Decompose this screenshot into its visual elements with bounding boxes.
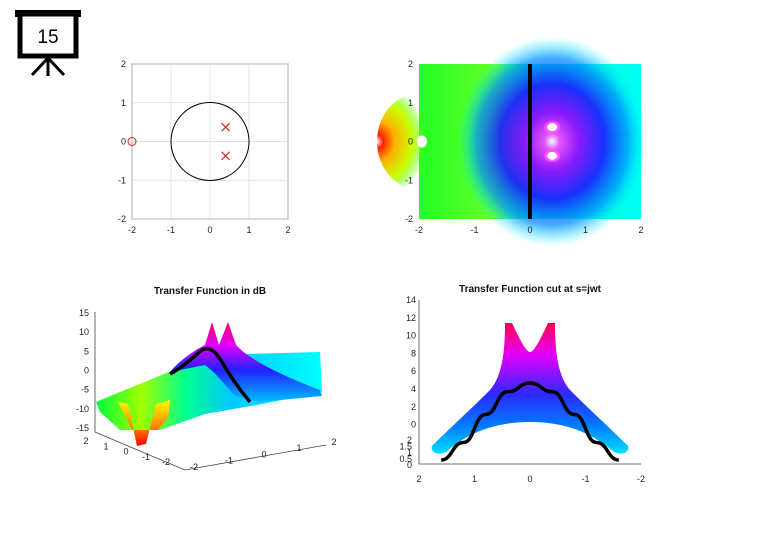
y-tick-label: 4 xyxy=(411,384,416,394)
x-tick-label: 1 xyxy=(583,225,588,235)
pole-field xyxy=(457,36,648,247)
x-tick-label: -2 xyxy=(637,474,645,484)
x-tick-label: 1 xyxy=(246,225,251,235)
z-tick-label: 0 xyxy=(84,366,89,376)
y-tick-label: 2 xyxy=(408,59,413,69)
x-tick-label: 0 xyxy=(261,449,266,459)
z-tick-label: 5 xyxy=(84,346,89,356)
cut-title: Transfer Function cut at s=jwt xyxy=(459,284,602,295)
x-tick-label: 1 xyxy=(472,474,477,484)
y-tick-label-lower: 0.5 xyxy=(399,454,412,464)
presentation-icon: 15 xyxy=(15,10,81,77)
x-tick-label: -1 xyxy=(167,225,175,235)
y-tick-label: 12 xyxy=(406,313,416,323)
z-tick-label: -5 xyxy=(81,385,89,395)
y-tick-label: 0 xyxy=(121,137,126,147)
slide-number: 15 xyxy=(37,27,58,48)
x-tick-label: -1 xyxy=(470,225,478,235)
x-tick-label: 2 xyxy=(285,225,290,235)
x-tick-label: 2 xyxy=(331,437,336,447)
surface-title: Transfer Function in dB xyxy=(154,286,266,297)
pole-zero-plot: -2 -1 0 1 2 2 1 0 -1 -2 xyxy=(118,59,291,235)
surface-cut-line xyxy=(169,347,252,404)
y-tick-label: 0 xyxy=(411,420,416,430)
y-tick-label: -1 xyxy=(142,452,150,462)
cut-plot: Transfer Function cut at s=jwt 141210864… xyxy=(399,284,645,484)
y-tick-label-lower: 1.5 xyxy=(399,441,412,451)
z-tick-label: 15 xyxy=(79,308,89,318)
x-tick-label: 1 xyxy=(296,443,301,453)
z-tick-label: -10 xyxy=(76,404,89,414)
y-tick-label: 6 xyxy=(411,366,416,376)
y-tick-label: -2 xyxy=(405,214,413,224)
unit-circle xyxy=(170,102,250,181)
y-tick-label: 14 xyxy=(406,295,416,305)
surface-peak xyxy=(170,322,322,402)
y-tick-label: 1 xyxy=(121,98,126,108)
z-tick-label: -15 xyxy=(76,423,89,433)
x-tick-label: 2 xyxy=(638,225,643,235)
cut-series-line xyxy=(440,381,620,462)
surface-dip xyxy=(118,400,170,446)
z-tick-label: 10 xyxy=(79,327,89,337)
pole-marker xyxy=(221,151,231,161)
pole-marker xyxy=(221,122,231,132)
x-tick-label: 2 xyxy=(416,474,421,484)
y-tick-label-lower: 2 xyxy=(407,435,412,445)
y-tick-label: 2 xyxy=(121,59,126,69)
y-tick-label: 8 xyxy=(411,348,416,358)
x-tick-label: 0 xyxy=(527,225,532,235)
y-tick-label-lower: 0 xyxy=(407,460,412,470)
y-tick-label-lower: 1 xyxy=(407,448,412,458)
x-tick-label: -2 xyxy=(415,225,423,235)
zero-marker xyxy=(127,137,137,146)
y-tick-label: 10 xyxy=(406,331,416,341)
phase-heatmap: -2 -1 0 1 2 2 1 0 -1 -2 xyxy=(377,36,648,247)
zero-core xyxy=(417,135,427,148)
y-tick-label: -2 xyxy=(162,457,170,467)
y-tick-label: 0 xyxy=(123,447,128,457)
y-tick-label: 0 xyxy=(408,137,413,147)
y-tick-label: -2 xyxy=(118,214,126,224)
y-tick-label: 1 xyxy=(103,441,108,451)
x-tick-label: 0 xyxy=(207,225,212,235)
x-tick-label: -1 xyxy=(581,474,589,484)
y-tick-label: 2 xyxy=(411,402,416,412)
y-tick-label: 2 xyxy=(83,436,88,446)
pole-core xyxy=(547,123,558,132)
x-tick-label: -2 xyxy=(128,225,136,235)
x-tick-label: -1 xyxy=(225,456,233,466)
y-tick-label: -1 xyxy=(405,175,413,185)
y-tick-label: 1 xyxy=(408,98,413,108)
pole-core xyxy=(547,151,558,160)
y-tick-label: -1 xyxy=(118,175,126,185)
cut-surface xyxy=(431,323,629,454)
x-tick-label: -2 xyxy=(190,462,198,472)
x-tick-label: 0 xyxy=(527,474,532,484)
